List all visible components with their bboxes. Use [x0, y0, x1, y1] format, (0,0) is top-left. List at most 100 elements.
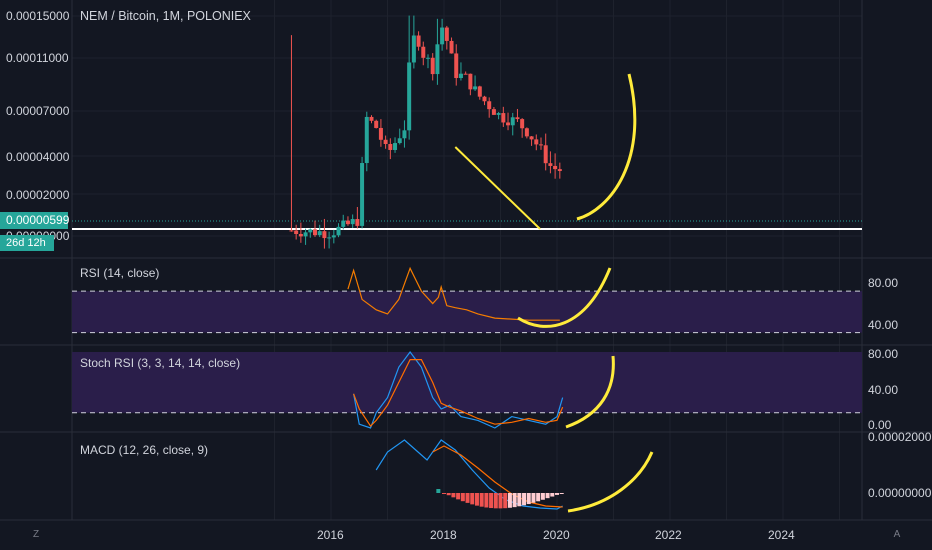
stoch-band — [72, 352, 862, 413]
price-pane[interactable] — [72, 15, 862, 249]
candle-body — [425, 57, 430, 59]
price-tick: 0.00011000 — [6, 51, 69, 65]
candle-body — [411, 35, 416, 63]
price-tick: 0.00015000 — [6, 9, 70, 23]
drawing-annotations[interactable] — [454, 73, 654, 513]
macd-histogram-bar — [555, 493, 559, 495]
candle-body — [336, 226, 341, 236]
candle-body — [454, 53, 459, 79]
candle-body — [557, 169, 562, 172]
time-tick: 2020 — [543, 528, 570, 542]
price-tick: 0.00004000 — [6, 150, 70, 164]
candle-body — [477, 86, 482, 97]
macd-histogram-bar — [442, 493, 446, 494]
rsi-arc — [517, 267, 612, 328]
candle-body — [421, 46, 426, 58]
stoch-arc — [565, 355, 615, 429]
log-scale-button[interactable]: Z — [32, 529, 40, 540]
price-tick: 0.00002000 — [6, 188, 70, 202]
candle-body — [463, 73, 468, 75]
macd-tick: 0.00000000 — [868, 486, 932, 500]
macd-histogram-bar — [503, 493, 508, 509]
candle-body — [449, 40, 454, 54]
rsi-tick: 40.00 — [868, 318, 899, 332]
candle-body — [534, 139, 539, 145]
candle-body — [496, 113, 501, 115]
candle-body — [529, 136, 534, 140]
candle-body — [553, 165, 558, 170]
macd-histogram-bar — [489, 493, 494, 509]
macd-histogram-bar — [522, 493, 527, 506]
candle-body — [393, 143, 398, 150]
candle-body — [543, 145, 548, 164]
stoch-tick: 0.00 — [868, 418, 892, 432]
macd-histogram-bar — [540, 493, 545, 500]
auto-scale-button[interactable]: A — [893, 529, 901, 540]
candle-body — [345, 220, 350, 225]
macd-histogram-bar — [451, 493, 456, 498]
candle-body — [303, 232, 308, 237]
macd-histogram-bar — [498, 493, 503, 509]
macd-histogram-bar — [550, 493, 555, 497]
candle-body — [468, 73, 473, 90]
candle-body — [520, 119, 525, 129]
macd-histogram-bar — [545, 493, 550, 499]
rsi-pane[interactable] — [72, 266, 862, 334]
time-tick: 2018 — [430, 528, 457, 542]
rsi-title[interactable]: RSI (14, close) — [80, 266, 160, 280]
candle-body — [402, 130, 407, 139]
pane-separators — [0, 0, 932, 521]
candle-body — [506, 122, 511, 126]
candle-body — [538, 144, 543, 146]
time-tick: 2022 — [655, 528, 682, 542]
candle-body — [515, 117, 520, 120]
stoch-rsi-pane[interactable] — [72, 350, 862, 429]
macd-histogram-bar — [536, 493, 541, 502]
macd-histogram-bar — [479, 493, 484, 507]
chart-title: NEM / Bitcoin, 1M, POLONIEX — [80, 9, 251, 23]
macd-histogram-bar — [484, 493, 489, 508]
projection-arc — [576, 73, 637, 221]
macd-pane[interactable] — [375, 439, 564, 510]
candle-body — [491, 109, 496, 115]
candle-body — [440, 27, 445, 45]
macd-histogram-bar — [531, 493, 536, 503]
macd-histogram-bar — [470, 493, 475, 505]
candle-body — [388, 144, 393, 150]
macd-histogram-bar — [474, 493, 479, 506]
time-tick: 2024 — [768, 528, 795, 542]
candle-body — [327, 237, 332, 239]
candle-body — [416, 35, 421, 47]
rsi-line — [347, 266, 560, 321]
candle-body — [510, 117, 515, 126]
stoch-rsi-title[interactable]: Stoch RSI (3, 3, 14, 14, close) — [80, 356, 241, 370]
macd-arc — [567, 451, 654, 513]
macd-histogram-bar — [465, 493, 470, 503]
candle-body — [501, 113, 506, 123]
macd-title[interactable]: MACD (12, 26, close, 9) — [80, 443, 209, 457]
candle-body — [548, 163, 553, 166]
candle-body — [294, 230, 299, 234]
macd-histogram-bar — [493, 493, 498, 509]
candle-body — [407, 62, 412, 131]
candle-body — [360, 163, 365, 226]
candle-body — [355, 219, 360, 226]
grid-lines — [72, 0, 862, 520]
candle-body — [298, 233, 303, 237]
rsi-band — [72, 291, 862, 333]
candle-body — [331, 235, 336, 238]
candle-body — [374, 120, 379, 128]
macd-tick: 0.00002000 — [868, 430, 932, 444]
price-tick: 0.00007000 — [6, 104, 70, 118]
macd-histogram-bar — [456, 493, 461, 500]
candle-body — [322, 231, 327, 239]
candle-body — [482, 96, 487, 102]
stoch-k-line — [353, 350, 564, 429]
candle-body — [350, 219, 355, 225]
macd-histogram-bar — [460, 493, 465, 502]
trendline — [454, 146, 541, 230]
time-tick: 2016 — [317, 528, 344, 542]
candle-body — [430, 57, 435, 75]
